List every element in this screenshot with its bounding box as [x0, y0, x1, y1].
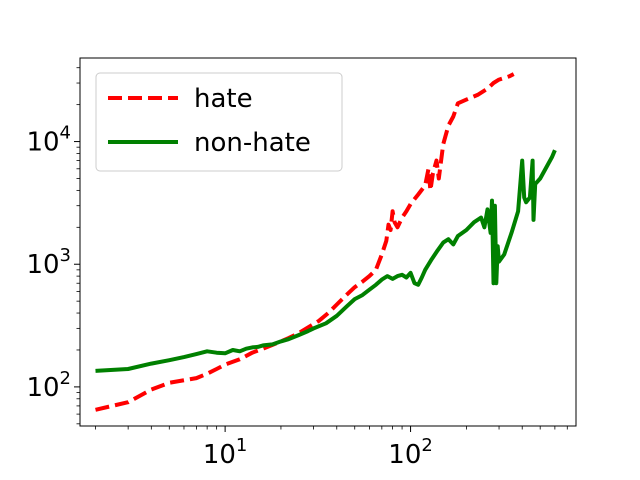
series-line-hate [95, 72, 515, 412]
series-lines [95, 72, 557, 412]
x-axis-ticks: 101 102 [95, 426, 568, 470]
y-axis-ticks: 102 103 104 [26, 67, 80, 425]
x-tick-label: 101 [203, 435, 248, 470]
plot-frame [79, 57, 577, 427]
y-tick-label: 104 [26, 123, 71, 158]
y-tick-label: 102 [26, 368, 71, 403]
legend: hate non-hate [95, 72, 343, 172]
legend-label-hate: hate [194, 84, 253, 114]
legend-label-non-hate: non-hate [194, 128, 311, 158]
y-tick-label: 103 [26, 245, 71, 280]
series-line-non-hate [95, 149, 557, 373]
x-tick-label: 102 [388, 435, 433, 470]
